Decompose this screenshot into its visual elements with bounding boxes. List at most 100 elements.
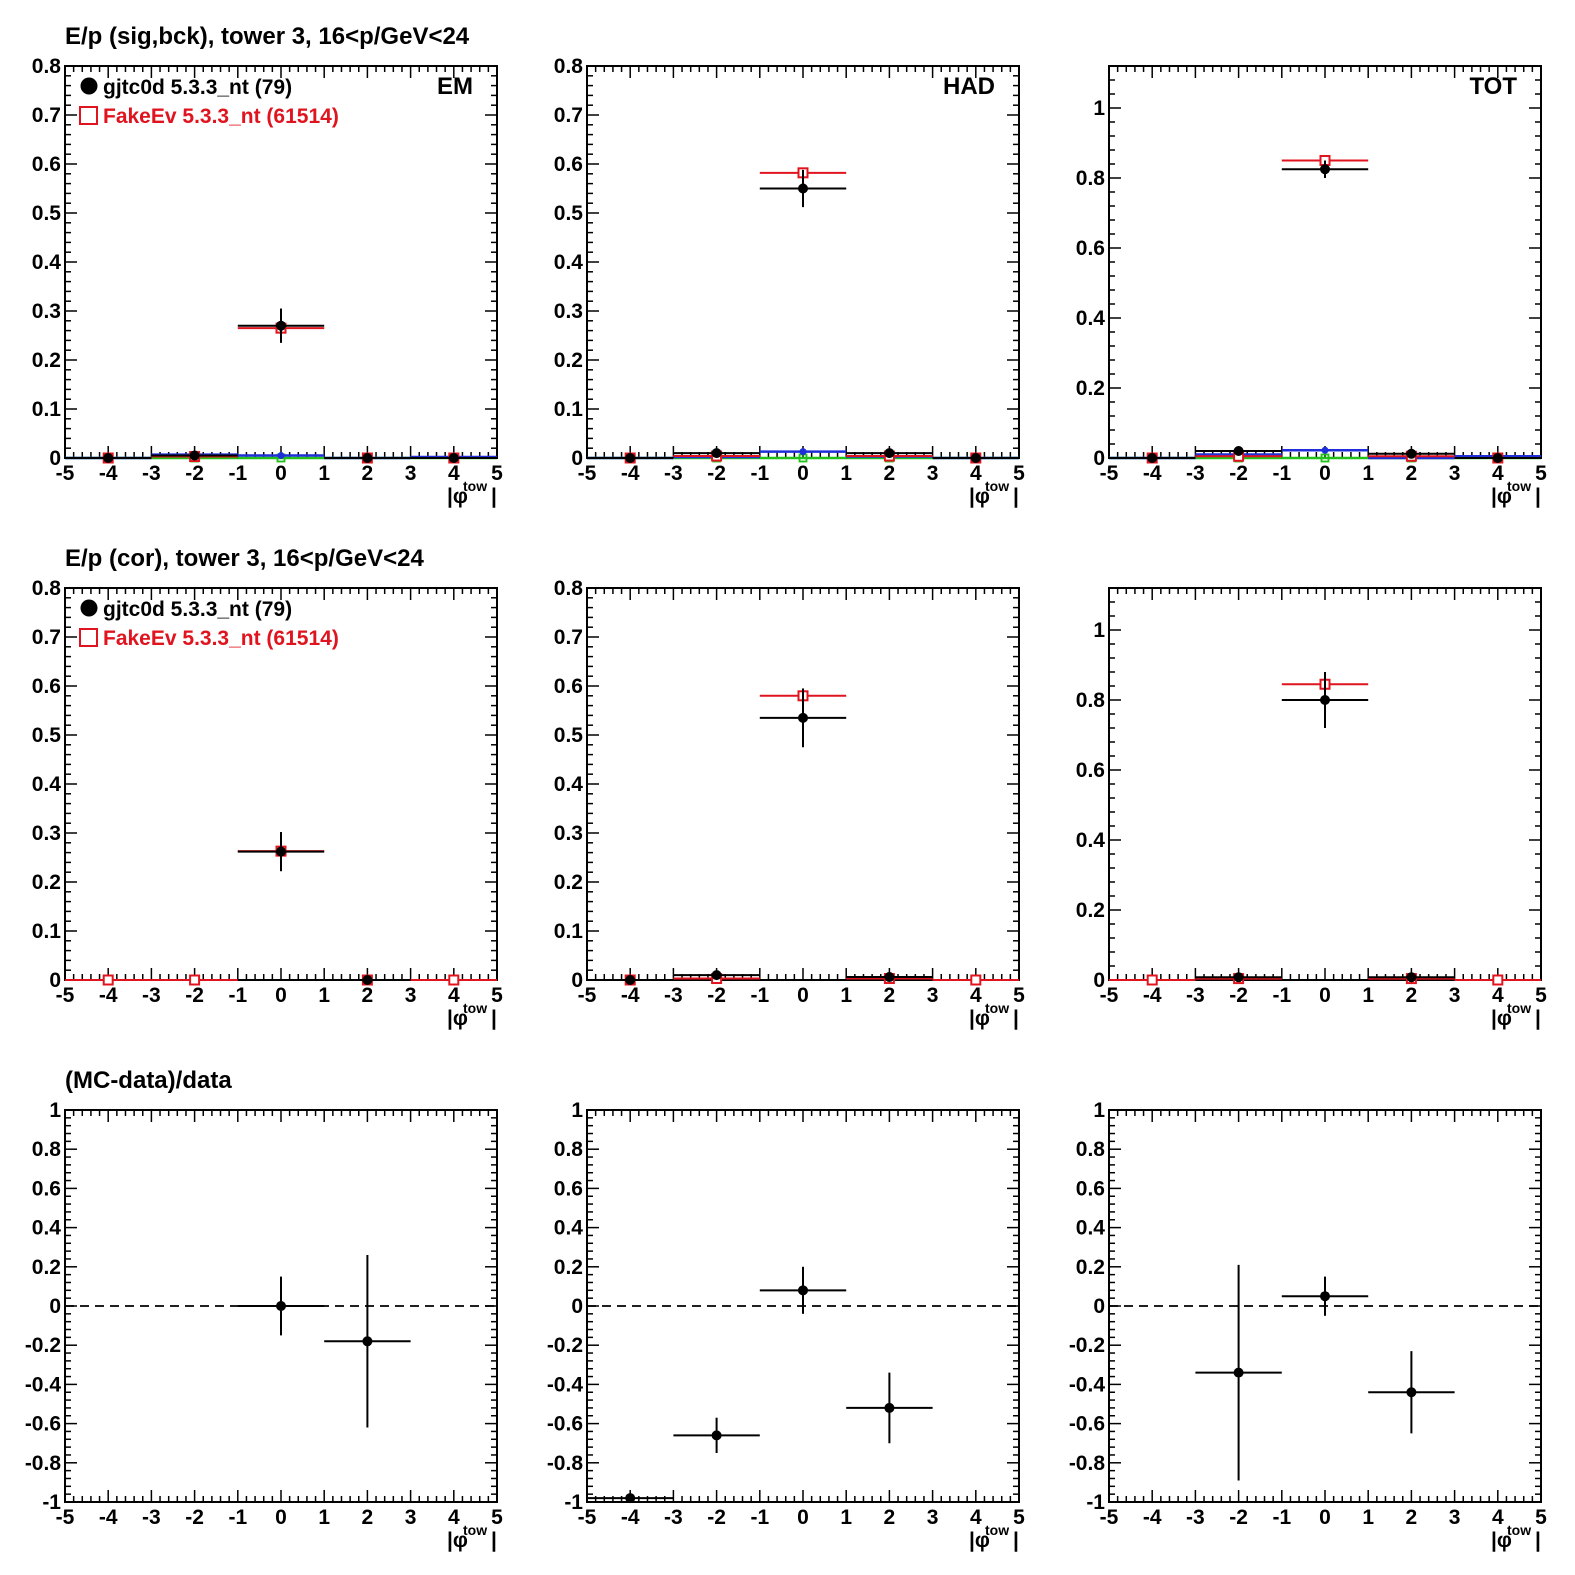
data-point: [65, 974, 152, 986]
series-0: [237, 1255, 411, 1428]
plot-frame: [1108, 65, 1542, 459]
marker-dot: [970, 453, 981, 463]
x-tick-label: -5: [578, 984, 597, 1007]
marker-dot: [798, 712, 808, 723]
y-tick-label: 0.6: [1076, 759, 1105, 782]
x-tick-label: 5: [491, 462, 503, 485]
panel-0-0: -5 -4 -3 -2 -1 0 1 2 3 4 5 0 0.1 0.2 0.3 0.4 0.5 0.6 0.7 0.…: [32, 55, 503, 508]
x-tick-label: 2: [884, 1506, 896, 1529]
y-tick-label: 0.2: [1076, 899, 1105, 922]
x-tick-label: 4: [970, 1506, 982, 1529]
y-tick-label: 0.6: [554, 1177, 583, 1200]
x-axis-label-sub: tow: [985, 1000, 1009, 1016]
x-tick-label: -3: [142, 462, 161, 485]
x-tick-label: -1: [750, 462, 769, 485]
x-tick-label: -3: [142, 984, 161, 1007]
data-point: [1454, 453, 1541, 463]
x-tick-label: -3: [664, 1506, 683, 1529]
x-tick-label: 3: [927, 462, 939, 485]
y-tick-label: 0.8: [1076, 1138, 1106, 1161]
y-tick-label: 0: [1093, 447, 1105, 470]
data-point: [324, 453, 411, 463]
y-tick-label: -1: [564, 1491, 583, 1514]
data-point: [237, 452, 325, 460]
x-ticks: [1108, 66, 1542, 458]
data-point: [237, 1276, 325, 1336]
marker-dot: [1320, 695, 1330, 705]
data-point: [1195, 1264, 1282, 1481]
y-tick-label: 0: [571, 969, 583, 992]
x-tick-label: 2: [362, 462, 374, 485]
data-point: [151, 974, 238, 986]
x-tick-label: -2: [707, 1506, 726, 1529]
data-point: [1281, 453, 1369, 463]
series-1: [65, 322, 497, 464]
marker-dot: [362, 1336, 373, 1347]
y-tick-label: 0.4: [32, 251, 62, 274]
x-tick-label: 4: [448, 984, 460, 1007]
x-tick-label: 5: [1535, 1506, 1547, 1529]
y-tick-label: 0.2: [554, 871, 583, 894]
x-tick-label: 5: [1013, 1506, 1025, 1529]
data-point: [1109, 453, 1196, 463]
x-axis-label-sub: tow: [985, 1522, 1009, 1538]
x-ticks: [586, 1110, 1020, 1502]
x-tick-label: -2: [1229, 462, 1248, 485]
data-point: [237, 832, 325, 872]
x-ticks: [586, 66, 1020, 458]
marker-small-dot: [1321, 446, 1329, 454]
x-axis-label-end: |: [491, 485, 497, 508]
marker-dot: [103, 453, 114, 463]
y-tick-label: 0.6: [1076, 1177, 1105, 1200]
y-ticks: [587, 587, 1019, 981]
x-axis-label-sub: tow: [463, 1000, 487, 1016]
y-tick-label: 0: [571, 447, 583, 470]
y-tick-label: 1: [1093, 97, 1105, 120]
y-tick-label: 0.2: [554, 349, 583, 372]
marker-dot: [1233, 446, 1244, 456]
x-tick-label: 0: [797, 1506, 809, 1529]
marker-dot: [189, 450, 200, 461]
x-tick-label: -5: [1100, 1506, 1119, 1529]
x-tick-label: 2: [362, 984, 374, 1007]
x-tick-label: -3: [142, 1506, 161, 1529]
x-tick-label: -2: [1229, 1506, 1248, 1529]
x-tick-label: 4: [1492, 984, 1504, 1007]
data-point: [1195, 972, 1282, 983]
y-tick-label: 0: [49, 447, 61, 470]
marker-dot: [884, 448, 895, 459]
y-tick-label: 0.6: [554, 153, 583, 176]
x-tick-label: 0: [1319, 1506, 1331, 1529]
marker-dot: [1406, 448, 1417, 459]
x-tick-label: 2: [1406, 984, 1418, 1007]
x-tick-label: -1: [228, 462, 247, 485]
plot-frame: [586, 587, 1020, 981]
x-tick-label: 0: [275, 462, 287, 485]
series-0: [587, 688, 933, 985]
panel-0-1: -5 -4 -3 -2 -1 0 1 2 3 4 5 0 0.1 0.2 0.3 0.4 0.5 0.6 0.7 0.…: [554, 55, 1025, 508]
marker-dot: [884, 972, 895, 983]
series-2: [65, 451, 497, 462]
y-tick-label: 0.8: [1076, 167, 1106, 190]
row-title-2: (MC-data)/data: [65, 1067, 232, 1094]
x-axis-label-end: |: [1535, 485, 1541, 508]
y-tick-label: 0.6: [32, 1177, 61, 1200]
y-ticks: [1109, 587, 1541, 981]
marker-dot: [884, 1402, 895, 1413]
marker-dot: [625, 453, 636, 463]
y-tick-label: 0.1: [32, 398, 62, 421]
x-tick-label: -5: [578, 462, 597, 485]
x-tick-label: 1: [1362, 1506, 1374, 1529]
x-ticks: [1108, 588, 1542, 980]
marker-dot: [711, 970, 722, 981]
data-point: [410, 453, 497, 463]
marker-dot: [1406, 972, 1417, 983]
data-point: [1109, 974, 1196, 986]
y-tick-label: 0.4: [32, 1217, 62, 1240]
y-tick-label: -0.4: [1069, 1373, 1106, 1396]
y-tick-label: -0.6: [1069, 1413, 1105, 1436]
x-axis-label: |φ: [1491, 1007, 1512, 1030]
x-tick-label: 5: [491, 984, 503, 1007]
